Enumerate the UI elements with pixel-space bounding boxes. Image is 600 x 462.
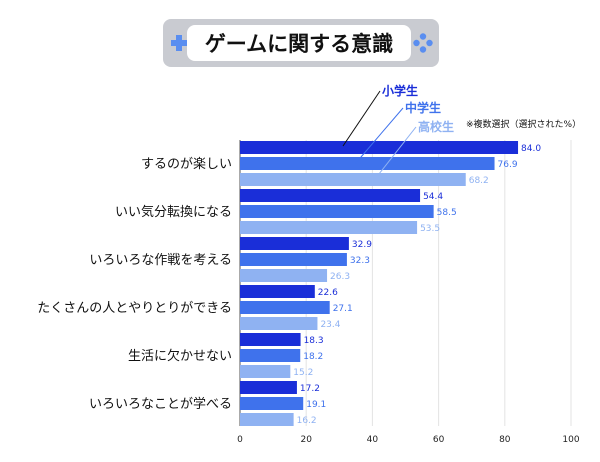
x-tick-label: 40 [367,435,379,445]
bar [240,285,315,298]
x-tick-label: 20 [300,435,312,445]
legend-label: 小学生 [382,83,418,98]
value-label: 26.3 [330,272,350,282]
value-label: 32.9 [352,240,372,250]
value-label: 22.6 [318,288,338,298]
legend-label: 中学生 [405,100,441,115]
bar [240,237,349,250]
bar [240,365,291,378]
legend-label: 高校生 [418,119,454,134]
category-label: いろいろなことが学べる [89,396,232,412]
legend-leader-line [374,126,417,180]
value-label: 15.2 [293,368,313,378]
dpad-icon [171,35,187,51]
x-tick-label: 0 [237,435,243,445]
legend-leader-line [354,107,404,165]
category-label: 生活に欠かせない [128,348,232,364]
bar [240,253,347,266]
bar [240,221,418,234]
bar [240,333,301,346]
game-buttons-icon [413,33,433,53]
bar [240,269,328,282]
bar [240,141,519,154]
category-label: いい気分転換になる [115,204,232,220]
selection-note: ※複数選択（選択された%） [466,120,582,130]
bar [240,413,294,426]
category-label: いろいろな作戦を考える [89,253,232,268]
category-label: するのが楽しい [141,156,232,172]
bar [240,205,434,218]
bar [240,173,466,186]
bar [240,349,301,362]
value-label: 17.2 [300,384,320,394]
bar [240,397,304,410]
x-tick-label: 80 [499,435,511,445]
x-tick-label: 60 [433,435,445,445]
value-label: 53.5 [420,224,440,234]
title-banner: ゲームに関する意識 [163,19,439,67]
x-tick-label: 100 [562,435,579,445]
value-label: 54.4 [423,192,443,202]
bar [240,381,297,394]
value-label: 58.5 [437,208,457,218]
value-label: 18.2 [303,352,323,362]
bar [240,317,318,330]
legend-leader-line [342,90,381,147]
value-label: 76.9 [498,160,518,170]
value-label: 84.0 [521,144,541,154]
value-label: 32.3 [350,256,370,266]
value-label: 18.3 [304,336,324,346]
value-label: 27.1 [333,304,353,314]
bar [240,301,330,314]
value-label: 19.1 [306,400,326,410]
value-label: 16.2 [297,416,317,426]
chart-title: ゲームに関する意識 [187,25,411,61]
bar [240,157,495,170]
bar [240,189,421,202]
value-label: 23.4 [320,320,340,330]
value-label: 68.2 [469,176,489,186]
category-label: たくさんの人とやりとりができる [37,301,232,316]
